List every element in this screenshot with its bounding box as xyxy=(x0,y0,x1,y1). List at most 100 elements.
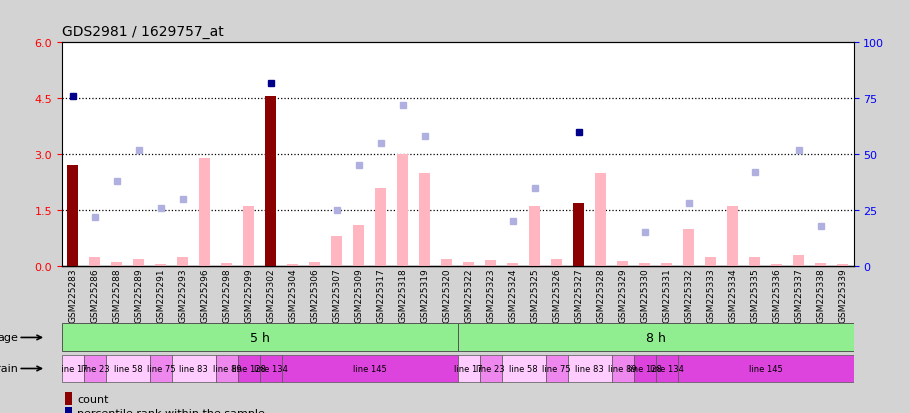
Text: line 83: line 83 xyxy=(179,364,208,373)
Text: line 128: line 128 xyxy=(232,364,266,373)
Bar xyxy=(815,264,826,266)
Text: GSM225334: GSM225334 xyxy=(728,268,737,322)
Text: GSM225332: GSM225332 xyxy=(684,268,693,322)
Text: GSM225319: GSM225319 xyxy=(420,268,430,322)
Bar xyxy=(309,263,320,266)
Text: line 75: line 75 xyxy=(542,364,571,373)
Bar xyxy=(150,355,172,382)
Text: GSM225328: GSM225328 xyxy=(596,268,605,322)
Text: line 145: line 145 xyxy=(749,364,783,373)
Text: GSM225304: GSM225304 xyxy=(288,268,298,322)
Text: GSM225318: GSM225318 xyxy=(399,268,408,322)
Text: line 89: line 89 xyxy=(609,364,637,373)
Text: GSM225307: GSM225307 xyxy=(332,268,341,322)
Bar xyxy=(199,159,210,266)
Bar xyxy=(288,265,298,266)
Text: GSM225298: GSM225298 xyxy=(222,268,231,322)
Text: line 23: line 23 xyxy=(81,364,109,373)
Text: 5 h: 5 h xyxy=(250,331,269,344)
Text: GSM225335: GSM225335 xyxy=(750,268,759,322)
Text: GSM225296: GSM225296 xyxy=(200,268,209,322)
Bar xyxy=(633,355,655,382)
Bar xyxy=(84,355,106,382)
Bar xyxy=(480,355,501,382)
Text: line 134: line 134 xyxy=(254,364,288,373)
Text: GSM225324: GSM225324 xyxy=(508,268,517,322)
Bar xyxy=(530,207,541,266)
Bar xyxy=(238,355,259,382)
Text: GSM225283: GSM225283 xyxy=(68,268,77,322)
Bar xyxy=(259,355,282,382)
Bar xyxy=(749,257,760,266)
Bar xyxy=(612,355,633,382)
Text: line 75: line 75 xyxy=(147,364,175,373)
Bar xyxy=(420,173,430,266)
Bar xyxy=(216,355,238,382)
Text: GSM225331: GSM225331 xyxy=(662,268,672,322)
Bar xyxy=(678,355,854,382)
Bar xyxy=(837,265,848,266)
Bar xyxy=(398,155,409,266)
Text: GDS2981 / 1629757_at: GDS2981 / 1629757_at xyxy=(62,25,224,39)
Bar xyxy=(172,355,216,382)
Bar xyxy=(331,237,342,266)
Bar xyxy=(727,207,738,266)
Bar xyxy=(501,355,546,382)
Bar xyxy=(771,265,782,266)
Text: line 128: line 128 xyxy=(628,364,662,373)
Text: GSM225330: GSM225330 xyxy=(640,268,649,322)
Bar xyxy=(794,255,804,266)
Text: GSM225288: GSM225288 xyxy=(112,268,121,322)
Bar xyxy=(441,259,452,266)
Text: line 134: line 134 xyxy=(650,364,683,373)
Bar xyxy=(507,264,518,266)
Text: GSM225299: GSM225299 xyxy=(244,268,253,322)
Text: line 58: line 58 xyxy=(510,364,538,373)
Bar xyxy=(485,261,496,266)
Text: GSM225333: GSM225333 xyxy=(706,268,715,322)
Text: GSM225329: GSM225329 xyxy=(618,268,627,322)
Bar xyxy=(683,229,694,266)
Text: age: age xyxy=(0,332,18,343)
Bar xyxy=(106,355,150,382)
Bar xyxy=(375,188,386,266)
Text: GSM225320: GSM225320 xyxy=(442,268,451,322)
Text: GSM225337: GSM225337 xyxy=(794,268,804,322)
Bar xyxy=(353,225,364,266)
Text: strain: strain xyxy=(0,363,18,374)
Bar xyxy=(221,263,232,266)
Text: GSM225338: GSM225338 xyxy=(816,268,825,322)
Bar xyxy=(463,263,474,266)
Text: GSM225323: GSM225323 xyxy=(486,268,495,322)
Bar xyxy=(65,392,72,405)
Bar xyxy=(134,260,145,266)
Bar xyxy=(551,260,562,266)
Bar xyxy=(458,355,480,382)
Text: GSM225339: GSM225339 xyxy=(838,268,847,322)
Text: line 83: line 83 xyxy=(575,364,604,373)
Text: GSM225317: GSM225317 xyxy=(376,268,385,322)
Bar xyxy=(546,355,568,382)
Bar xyxy=(617,261,628,266)
Text: GSM225289: GSM225289 xyxy=(135,268,144,322)
Text: 8 h: 8 h xyxy=(646,331,665,344)
Bar xyxy=(655,355,678,382)
Text: line 145: line 145 xyxy=(353,364,387,373)
Bar xyxy=(662,264,672,266)
Bar xyxy=(243,207,254,266)
Text: GSM225302: GSM225302 xyxy=(267,268,276,322)
Text: GSM225291: GSM225291 xyxy=(157,268,166,322)
Bar xyxy=(67,166,78,266)
Bar xyxy=(156,265,167,266)
Bar xyxy=(89,257,100,266)
Text: GSM225327: GSM225327 xyxy=(574,268,583,322)
Text: line 17: line 17 xyxy=(58,364,87,373)
Bar xyxy=(705,257,716,266)
Bar xyxy=(568,355,612,382)
Text: line 23: line 23 xyxy=(477,364,505,373)
Bar xyxy=(595,173,606,266)
Text: GSM225309: GSM225309 xyxy=(354,268,363,322)
Bar xyxy=(639,263,650,266)
Text: GSM225293: GSM225293 xyxy=(178,268,187,322)
Bar xyxy=(266,97,277,266)
